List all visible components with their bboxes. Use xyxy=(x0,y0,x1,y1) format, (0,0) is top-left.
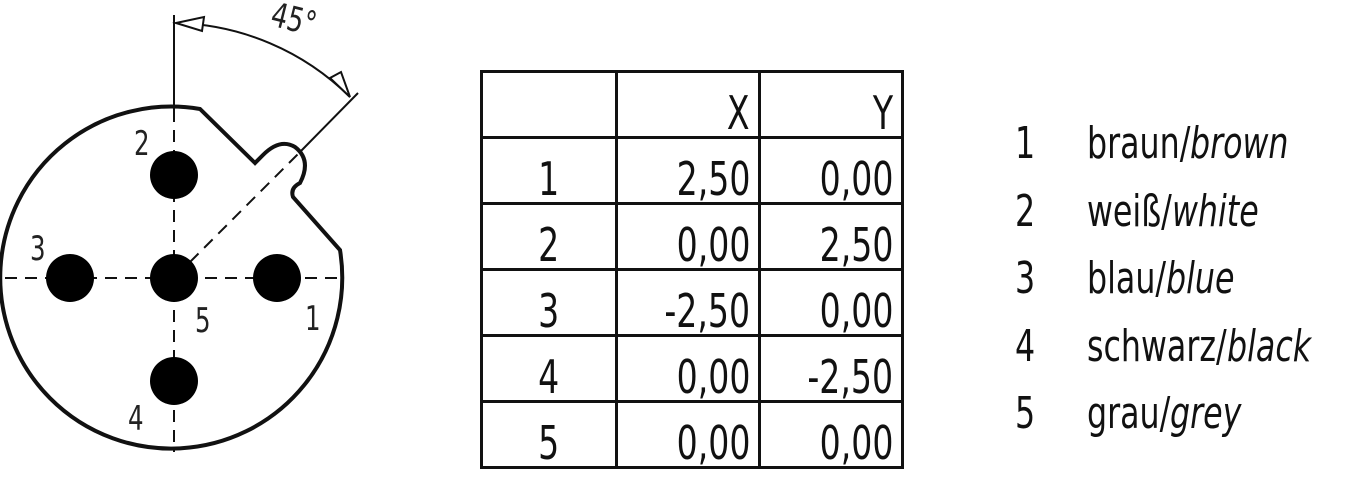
x-value: 0,00 xyxy=(676,218,750,272)
y-value: 0,00 xyxy=(819,152,893,206)
x-value: 0,00 xyxy=(676,416,750,470)
table-row: 1 2,50 0,00 xyxy=(480,136,904,206)
y-value: 0,00 xyxy=(819,416,893,470)
y-value: -2,50 xyxy=(807,350,893,404)
x-value: 2,50 xyxy=(676,152,750,206)
key-angle-line xyxy=(299,92,359,153)
table-row: 4 0,00 -2,50 xyxy=(480,334,904,404)
pin-number: 1 xyxy=(538,152,560,206)
legend-english: brown xyxy=(1190,118,1289,169)
pin-4 xyxy=(150,357,198,405)
key-angle-line-dashed xyxy=(189,151,301,263)
connector-outline xyxy=(0,104,345,451)
connector-face-drawing: 45° 1 2 3 4 5 xyxy=(0,0,359,452)
x-value: -2,50 xyxy=(664,284,750,338)
legend-german: grau/ xyxy=(1087,388,1171,439)
legend-german: blau/ xyxy=(1087,253,1167,304)
table-row: 2 0,00 2,50 xyxy=(480,202,904,272)
legend-english: blue xyxy=(1166,253,1235,304)
legend-number: 5 xyxy=(1015,388,1036,439)
pin-label-1: 1 xyxy=(305,299,321,338)
pin-3 xyxy=(46,254,94,302)
legend-number: 4 xyxy=(1015,320,1036,372)
legend-german: braun/ xyxy=(1087,118,1191,169)
y-value: 2,50 xyxy=(819,218,893,272)
arrow-head-right xyxy=(328,70,351,98)
legend-german: weiß/ xyxy=(1087,185,1172,237)
angle-label: 45° xyxy=(267,0,320,45)
pin-number: 4 xyxy=(538,350,560,404)
pin-number: 5 xyxy=(538,416,560,470)
pin-label-2: 2 xyxy=(134,124,150,163)
legend-german: schwarz/ xyxy=(1087,320,1227,372)
header-y: Y xyxy=(872,86,893,140)
pin-number: 2 xyxy=(538,218,560,272)
x-value: 0,00 xyxy=(676,350,750,404)
table-row: 3 -2,50 0,00 xyxy=(480,268,904,338)
legend-number: 3 xyxy=(1015,253,1036,304)
legend-english: grey xyxy=(1170,388,1242,439)
pin-label-5: 5 xyxy=(195,301,211,340)
pin-coordinates-table: X Y 1 2,50 0,00 2 0,00 2,50 3 -2,50 0,00 4 0,00… xyxy=(480,70,904,469)
legend-english: white xyxy=(1171,185,1259,237)
y-value: 0,00 xyxy=(819,284,893,338)
legend-english: black xyxy=(1226,320,1311,372)
arrow-head-left xyxy=(172,15,206,33)
legend-number: 2 xyxy=(1015,185,1036,237)
angle-arc xyxy=(175,22,351,98)
pin-1 xyxy=(253,254,301,302)
header-x: X xyxy=(727,86,750,140)
pin-2 xyxy=(150,151,198,199)
pin-label-3: 3 xyxy=(30,229,46,268)
legend-number: 1 xyxy=(1015,118,1036,169)
table-header-row: X Y xyxy=(480,70,904,140)
pin-number: 3 xyxy=(538,284,560,338)
pin-label-4: 4 xyxy=(128,399,144,438)
table-row: 5 0,00 0,00 xyxy=(480,400,904,470)
pin-5 xyxy=(150,254,198,302)
